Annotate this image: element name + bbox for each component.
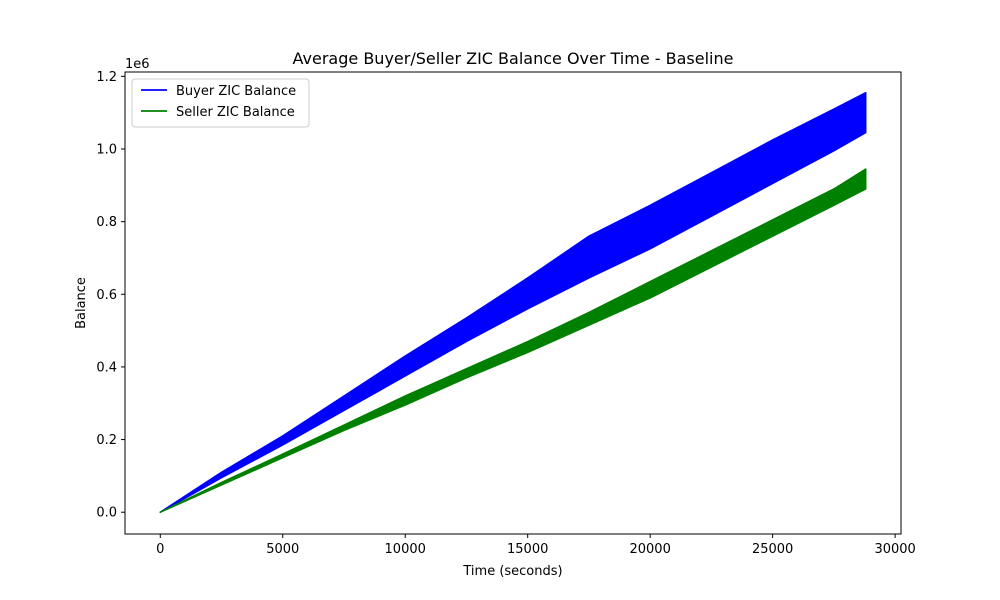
y-tick-label: 0.8: [96, 215, 117, 230]
x-tick-label: 30000: [874, 542, 915, 557]
x-tick-label: 20000: [629, 542, 670, 557]
x-tick-label: 10000: [385, 542, 426, 557]
chart-title: Average Buyer/Seller ZIC Balance Over Ti…: [293, 49, 734, 68]
data-layer: [159, 91, 867, 513]
y-tick-label: 0.2: [96, 433, 117, 448]
legend-label-buyer: Buyer ZIC Balance: [176, 84, 296, 99]
legend-box: [131, 78, 310, 128]
x-axis-label: Time (seconds): [462, 564, 562, 579]
legend-label-seller: Seller ZIC Balance: [176, 105, 295, 120]
x-tick-label: 15000: [507, 542, 548, 557]
x-tick-label: 25000: [752, 542, 793, 557]
plot-frame: [124, 71, 902, 535]
y-tick-label: 0.0: [96, 506, 117, 521]
y-axis-offset-text: 1e6: [125, 57, 150, 72]
x-tick-label: 0: [156, 542, 164, 557]
x-tick-label: 5000: [266, 542, 299, 557]
legend: Buyer ZIC Balance Seller ZIC Balance: [131, 78, 310, 128]
y-tick-label: 0.4: [96, 360, 117, 375]
y-tick-label: 1.0: [96, 143, 117, 158]
y-tick-label: 0.6: [96, 288, 117, 303]
y-axis-label: Balance: [74, 277, 89, 329]
y-tick-label: 1.2: [96, 70, 117, 85]
x-axis: 0 5000 10000 15000 20000 25000 30000: [156, 534, 916, 557]
series-band-buyer: [159, 91, 867, 513]
y-axis: 0.0 0.2 0.4 0.6 0.8 1.0 1.2: [96, 70, 125, 521]
series-band-seller: [159, 168, 867, 513]
